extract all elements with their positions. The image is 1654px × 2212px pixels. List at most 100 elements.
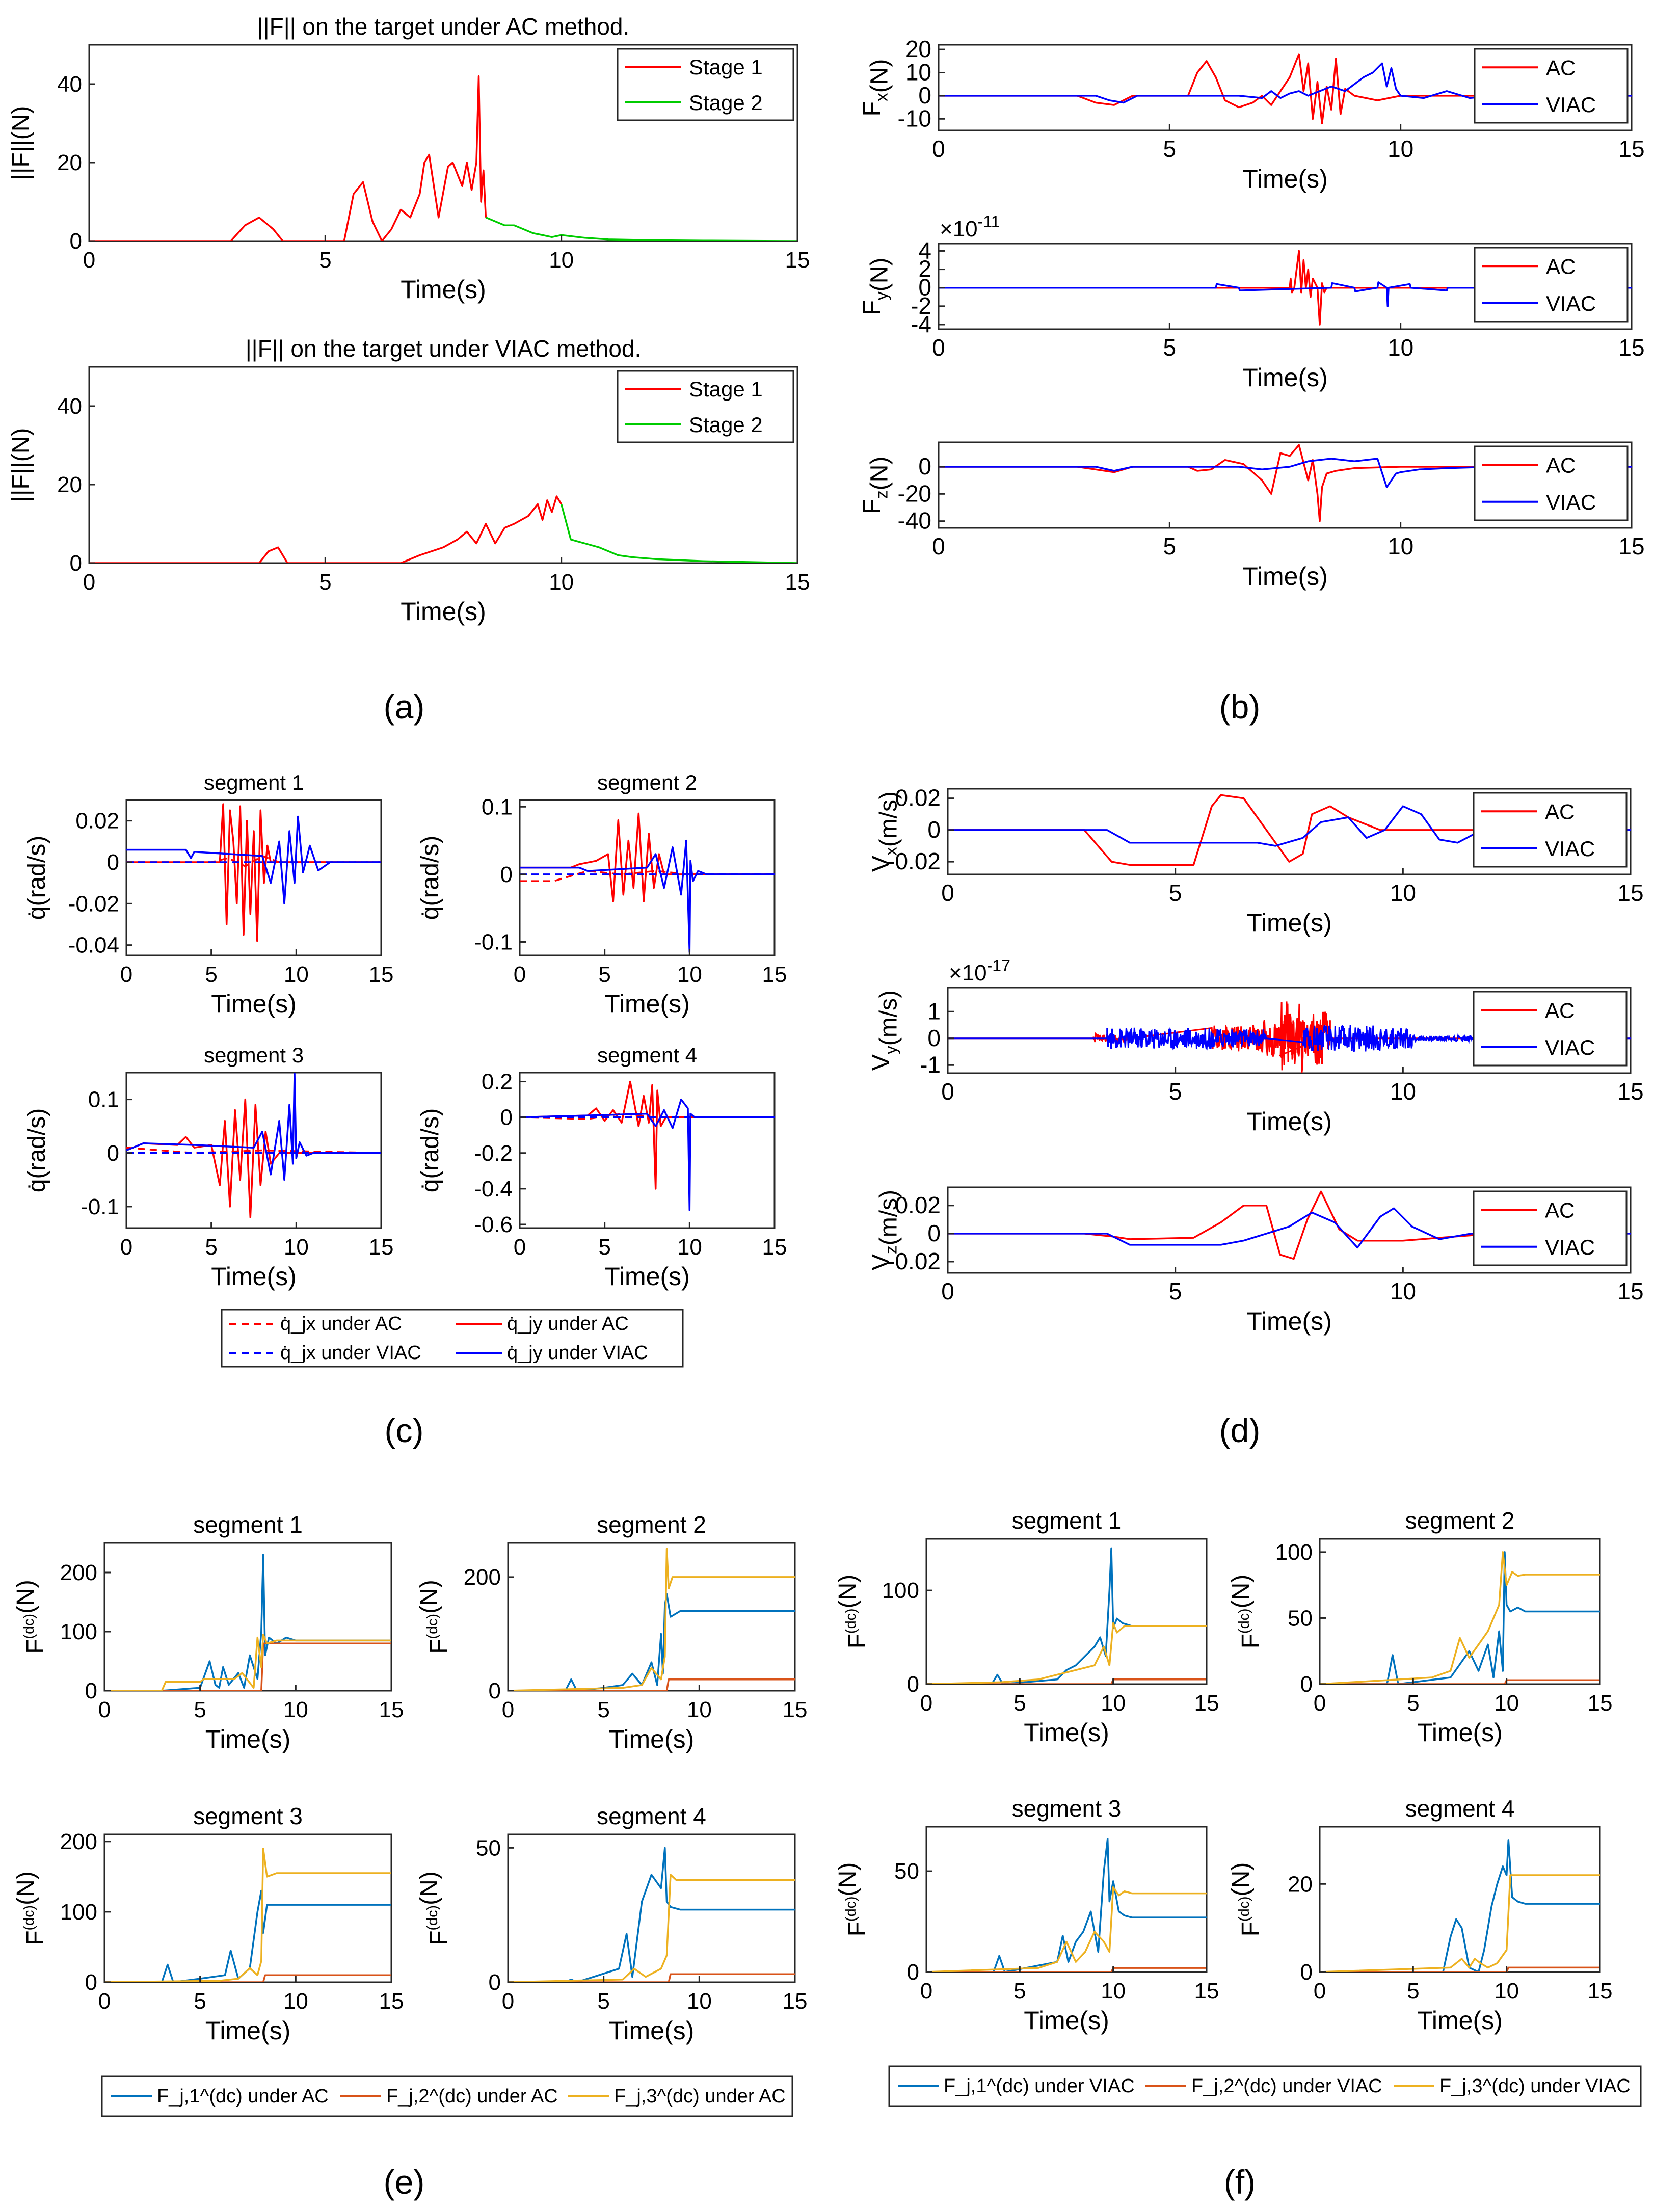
b3-legend-label-0: AC (1546, 453, 1576, 477)
c1-series-1 (126, 803, 381, 942)
c2-ytick-label-1: 0 (500, 862, 513, 887)
e1-series-group (104, 1554, 391, 1691)
d1-ylabel: Vx(m/s) (868, 791, 902, 872)
e1-title: segment 1 (193, 1511, 303, 1538)
a2-series-0 (89, 495, 563, 563)
e2-axes-box (507, 1542, 796, 1692)
legend-c-item-3: q̇_jx under VIAC (280, 1342, 421, 1364)
c3-xtick-label-0: 0 (120, 1235, 132, 1260)
c3-series-1 (126, 1098, 381, 1218)
f4-ylabel: F(dc)(N) (1228, 1862, 1264, 1937)
f1-xlabel: Time(s) (1024, 1718, 1109, 1747)
d3-xlabel: Time(s) (1246, 1307, 1332, 1336)
d3-ytick-label-0: 0.02 (895, 1192, 941, 1218)
b3-xtick-label-0: 0 (932, 533, 945, 559)
e1-xtick-label-3: 15 (379, 1697, 404, 1722)
b3-series-1 (939, 458, 1632, 488)
chart-a2: 0 5 10 15 0 20 40 Time(s) ||F||(N) ||F|| on the t… (8, 335, 810, 626)
d2-xtick-label-3: 15 (1617, 1078, 1643, 1105)
c4-ytick-label-0: 0.2 (482, 1070, 513, 1095)
e1-xtick-label-0: 0 (98, 1697, 111, 1722)
d2-series-1 (948, 1025, 1631, 1052)
c4-ytick-label-2: -0.2 (474, 1141, 513, 1166)
b3-legend-box (1474, 445, 1629, 521)
d1-xtick-label-1: 5 (1169, 880, 1182, 906)
legend-c-item-4: q̇_jy under VIAC (507, 1342, 648, 1364)
b1-xtick-label-3: 15 (1618, 136, 1644, 162)
b2-xlabel: Time(s) (1242, 363, 1328, 392)
d2-exponent: ×10-17 (949, 956, 1010, 985)
f4-series-0 (1320, 1839, 1600, 1972)
b1-ylabel: Fx(N) (859, 59, 893, 117)
b1-ytick-label-3: -10 (898, 105, 931, 131)
d3-xtick-label-1: 5 (1169, 1278, 1182, 1304)
c2-series-1 (520, 812, 775, 902)
a1-xlabel: Time(s) (401, 275, 486, 304)
c2-series-3 (520, 839, 775, 953)
a2-xtick-label-0: 0 (83, 570, 95, 595)
a1-legend-box (617, 48, 794, 121)
b3-xtick-label-3: 15 (1618, 533, 1644, 559)
b2-legend-box (1474, 247, 1629, 323)
c2-series-group (520, 812, 775, 953)
c1-series-3 (126, 815, 381, 905)
f2-ytick-label-1: 50 (1288, 1606, 1313, 1631)
d1-xtick-label-2: 10 (1390, 880, 1416, 906)
f1-ytick-label-0: 0 (907, 1672, 919, 1697)
f3-xtick-label-1: 5 (1013, 1979, 1026, 2004)
a2-legend-label-1: Stage 2 (689, 413, 763, 437)
c2-ytick-label-0: 0.1 (482, 794, 513, 819)
c1-xtick-label-2: 10 (284, 962, 309, 987)
e2-xlabel: Time(s) (609, 1725, 695, 1753)
c2-axes-box (519, 799, 776, 956)
d1-ytick-label-0: 0.02 (895, 785, 941, 811)
b2-ylabel: Fy(N) (859, 258, 893, 315)
b1-legend-label-1: VIAC (1546, 93, 1596, 117)
e3-axes-box (103, 1833, 392, 1983)
f2-title: segment 2 (1405, 1507, 1515, 1534)
d3-legend-box (1473, 1190, 1628, 1266)
chart-e4: 0 5 10 15 0 50 Time(s) F(dc)(N) segment 4 (416, 1803, 808, 2045)
c3-xlabel: Time(s) (211, 1262, 297, 1291)
f2-ytick-label-0: 0 (1300, 1672, 1313, 1697)
panel-label-d: (d) (1219, 1411, 1261, 1449)
e1-xtick-label-2: 10 (283, 1697, 308, 1722)
c1-series-group (126, 803, 381, 942)
f3-xlabel: Time(s) (1024, 2006, 1109, 2035)
f3-series-2 (926, 1886, 1207, 1972)
legend-f: F_j,1^(dc) under VIAC F_j,2^(dc) under V… (888, 2065, 1642, 2107)
b3-series-group (939, 444, 1632, 522)
e2-xtick-label-1: 5 (597, 1697, 609, 1722)
legend-e-item-2: F_j,2^(dc) under AC (386, 2086, 558, 2107)
f4-axes-box (1319, 1826, 1601, 1973)
c1-title: segment 1 (204, 770, 304, 794)
b2-series-group (939, 250, 1632, 326)
e1-ytick-label-0: 0 (85, 1678, 97, 1703)
f2-xlabel: Time(s) (1417, 1718, 1503, 1747)
e3-ytick-label-2: 200 (60, 1829, 97, 1854)
f1-ylabel: F(dc)(N) (834, 1575, 871, 1649)
a2-xlabel: Time(s) (401, 597, 486, 626)
f2-xtick-label-2: 10 (1494, 1691, 1519, 1716)
e1-ylabel: F(dc)(N) (12, 1580, 49, 1654)
c4-ytick-label-3: -0.4 (474, 1177, 513, 1202)
b1-xtick-label-2: 10 (1388, 136, 1413, 162)
c4-xtick-label-1: 5 (598, 1235, 610, 1260)
f3-series-0 (926, 1838, 1207, 1972)
e3-xtick-label-1: 5 (194, 1989, 206, 2014)
c4-xtick-label-3: 15 (762, 1235, 787, 1260)
b1-series-group (939, 53, 1632, 125)
d3-ylabel: Vz(m/s) (868, 1190, 902, 1270)
e2-xtick-label-3: 15 (783, 1697, 808, 1722)
d1-ytick-label-2: -0.02 (887, 848, 941, 874)
b3-ytick-label-2: -40 (898, 508, 931, 534)
e2-series-1 (508, 1678, 795, 1691)
legend-c-item-1: q̇_jx under AC (280, 1313, 402, 1335)
b1-legend-box (1474, 48, 1629, 124)
b2-xtick-label-1: 5 (1163, 334, 1177, 361)
c4-series-3 (520, 1098, 775, 1211)
a2-series-1 (561, 504, 797, 563)
